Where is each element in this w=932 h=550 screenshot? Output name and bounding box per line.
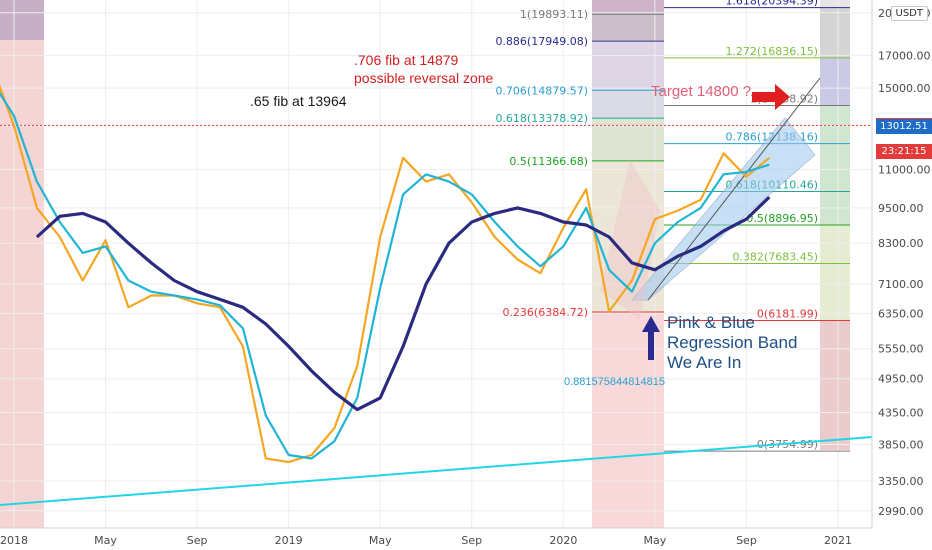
fib-long-label: 0.881575844814815 bbox=[564, 376, 665, 388]
fib-right-label-7: 0(6181.99) bbox=[757, 307, 818, 320]
fib706-annotation: .706 fib at 14879 bbox=[354, 52, 459, 68]
series-line-1 bbox=[0, 91, 770, 460]
x-tick-label-2: Sep bbox=[187, 534, 208, 547]
fib-label-0: 1(19893.11) bbox=[520, 8, 588, 21]
price-badge-2: 23:21:15 bbox=[876, 144, 932, 160]
x-tick-label-5: Sep bbox=[461, 534, 482, 547]
x-tick-label-0: 2018 bbox=[0, 534, 28, 547]
series-line-2 bbox=[35, 195, 771, 412]
zone-2018-start bbox=[0, 0, 44, 528]
fib-right-label-1: 1.272(16836.15) bbox=[725, 45, 818, 58]
y-tick-label-5: 5550.00 bbox=[878, 343, 924, 356]
band-annotation-line3: We Are In bbox=[667, 353, 742, 372]
fib-zone-1 bbox=[592, 41, 664, 91]
band-annotation-line1: Pink & Blue bbox=[667, 313, 755, 332]
fib-label-1: 0.886(17949.08) bbox=[495, 35, 588, 48]
zone-right-top bbox=[820, 7, 850, 58]
y-tick-label-2: 3850.00 bbox=[878, 439, 924, 452]
zone-right-green bbox=[820, 105, 850, 226]
reversal-zone-annotation: possible reversal zone bbox=[354, 70, 494, 86]
zone-right-red bbox=[820, 320, 850, 450]
y-tick-label-9: 9500.00 bbox=[878, 202, 924, 215]
fib-right-label-5: 0.5(8896.95) bbox=[746, 212, 818, 225]
series-line-0 bbox=[0, 84, 771, 464]
price-badge-1: 13012.51 bbox=[876, 118, 932, 134]
x-tick-label-9: 2021 bbox=[824, 534, 852, 547]
currency-label[interactable]: USDT bbox=[890, 6, 928, 21]
regression-upper-line bbox=[647, 77, 821, 301]
y-tick-label-6: 6350.00 bbox=[878, 307, 924, 320]
x-tick-label-6: 2020 bbox=[549, 534, 577, 547]
pink-band bbox=[600, 160, 660, 320]
x-tick-label-8: Sep bbox=[736, 534, 757, 547]
band-annotation-line2: Regression Band bbox=[667, 333, 798, 352]
y-tick-label-4: 4950.00 bbox=[878, 373, 924, 386]
band-arrow bbox=[642, 316, 660, 360]
fib-label-3: 0.618(13378.92) bbox=[495, 112, 588, 125]
fib-label-5: 0.236(6384.72) bbox=[502, 306, 588, 319]
target-arrow bbox=[752, 84, 790, 110]
cyan-trendline bbox=[0, 436, 873, 506]
x-tick-label-7: May bbox=[644, 534, 667, 547]
y-tick-label-8: 8300.00 bbox=[878, 237, 924, 250]
fib-right-label-0: 1.618(20394.39) bbox=[725, 0, 818, 8]
fib-zone-2 bbox=[592, 90, 664, 119]
fib-right-label-6: 0.382(7683.45) bbox=[732, 250, 818, 263]
fib-right-label-8: 0(3754.99) bbox=[757, 438, 818, 451]
y-tick-label-12: 15000.00 bbox=[878, 82, 931, 95]
y-tick-label-10: 11000.00 bbox=[878, 163, 931, 176]
y-tick-label-0: 2990.00 bbox=[878, 505, 924, 518]
y-tick-label-1: 3350.00 bbox=[878, 475, 924, 488]
y-tick-label-13: 17000.00 bbox=[878, 49, 931, 62]
fib-zone-3 bbox=[592, 118, 664, 161]
x-tick-label-3: 2019 bbox=[275, 534, 303, 547]
fib65-annotation: .65 fib at 13964 bbox=[250, 93, 347, 109]
zone-right-purple bbox=[820, 57, 850, 106]
fib-zone-0 bbox=[592, 14, 664, 42]
y-tick-label-3: 4350.00 bbox=[878, 407, 924, 420]
target-annotation: Target 14800 ? bbox=[651, 83, 752, 100]
zone-2018-top bbox=[0, 0, 44, 40]
fib-label-2: 0.706(14879.57) bbox=[495, 84, 588, 97]
y-tick-label-7: 7100.00 bbox=[878, 278, 924, 291]
x-tick-label-1: May bbox=[94, 534, 117, 547]
zone-right-lime bbox=[820, 225, 850, 321]
fib-label-4: 0.5(11366.68) bbox=[509, 155, 588, 168]
x-tick-label-4: May bbox=[369, 534, 392, 547]
